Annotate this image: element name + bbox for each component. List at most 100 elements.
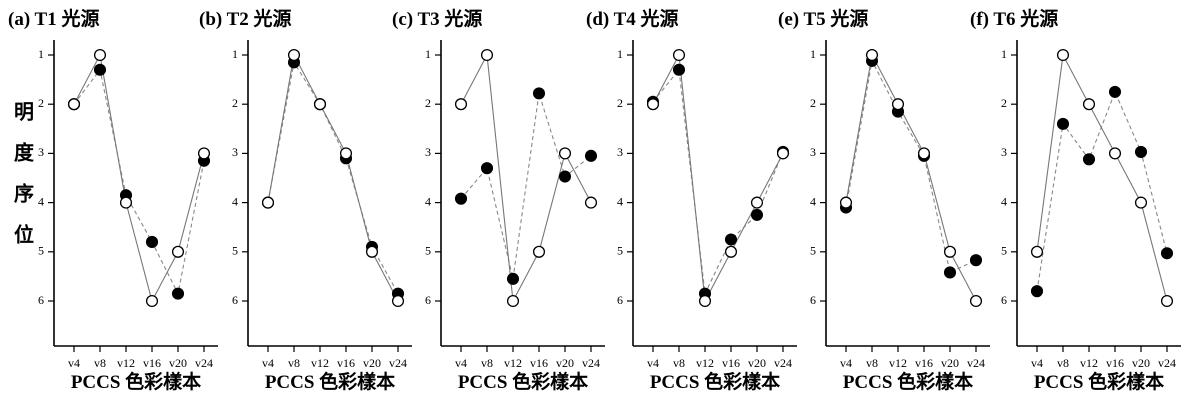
x-tick-label: v4 (262, 356, 274, 370)
y-tick-label: 3 (810, 145, 816, 159)
data-point-open (724, 245, 738, 258)
y-tick-label: 5 (617, 244, 623, 258)
y-tick-label: 3 (617, 145, 623, 159)
data-point-open (480, 48, 494, 62)
y-tick-label: 6 (617, 293, 623, 307)
x-tick-label: v16 (1106, 356, 1124, 370)
y-tick-label: 4 (38, 194, 44, 208)
x-tick-label: v16 (530, 356, 548, 370)
data-point-open (506, 294, 520, 308)
panel-title: (e) T5 光源 (778, 7, 868, 30)
data-point-open (943, 245, 957, 258)
y-tick-label: 4 (1001, 194, 1007, 208)
data-point-filled (672, 63, 686, 76)
data-point-filled (1056, 117, 1070, 130)
data-point-filled (943, 266, 957, 279)
y-axis-title-char: 明 (14, 101, 34, 124)
x-tick-label: v12 (1080, 356, 1098, 370)
data-point-open (197, 147, 211, 160)
x-tick-label: v24 (1158, 356, 1176, 370)
data-point-open (339, 147, 353, 160)
y-tick-label: 3 (38, 145, 44, 159)
x-tick-label: v8 (481, 356, 493, 370)
x-tick-label: v8 (94, 356, 106, 370)
x-axis-title: PCCS 色彩樣本 (265, 370, 395, 393)
data-point-open (171, 245, 185, 258)
data-point-open (698, 294, 712, 308)
y-tick-label: 1 (1001, 47, 1007, 61)
y-tick-label: 6 (232, 293, 238, 307)
series-line-solid (267, 53, 399, 302)
data-point-filled (584, 149, 598, 162)
data-point-filled (480, 162, 494, 175)
y-tick-label: 2 (1001, 96, 1007, 110)
x-axis-title: PCCS 色彩樣本 (1034, 370, 1164, 393)
data-point-open (1082, 98, 1096, 111)
data-point-open (891, 98, 905, 111)
data-point-filled (1134, 145, 1148, 158)
data-point-open (1108, 147, 1122, 160)
y-axis-title-char: 序 (14, 182, 34, 206)
y-axis-title-char: 位 (14, 223, 34, 247)
x-tick-label: v24 (774, 356, 792, 370)
data-point-open (67, 98, 81, 111)
data-point-open (584, 196, 598, 209)
y-tick-label: 3 (232, 145, 238, 159)
x-tick-label: v20 (363, 356, 381, 370)
series-line-dashed (1036, 90, 1168, 292)
series-line-solid (460, 53, 592, 303)
x-axis-title: PCCS 色彩樣本 (71, 370, 201, 393)
data-point-open (750, 196, 764, 209)
data-point-filled (558, 170, 572, 183)
x-tick-label: v12 (889, 356, 907, 370)
data-point-filled (1108, 85, 1122, 98)
x-tick-label: v8 (866, 356, 878, 370)
x-tick-label: v12 (311, 356, 329, 370)
data-point-open (313, 98, 327, 111)
panel-title: (f) T6 光源 (970, 7, 1058, 30)
y-tick-label: 6 (38, 293, 44, 307)
data-point-filled (145, 235, 159, 249)
data-point-open (1160, 294, 1174, 308)
data-point-filled (1082, 153, 1096, 166)
x-tick-label: v24 (967, 356, 985, 370)
data-point-filled (1160, 247, 1174, 260)
y-tick-label: 6 (810, 293, 816, 307)
data-point-open (365, 245, 379, 258)
data-point-filled (93, 63, 107, 76)
x-tick-label: v12 (504, 356, 522, 370)
y-tick-label: 2 (38, 96, 44, 110)
data-point-filled (532, 87, 546, 100)
data-point-open (391, 294, 405, 308)
y-axis-title-char: 度 (14, 141, 35, 165)
x-axis-title: PCCS 色彩樣本 (843, 370, 973, 393)
series-line-solid (845, 53, 977, 302)
series-line-dashed (267, 60, 399, 294)
data-point-open (1056, 48, 1070, 62)
x-tick-label: v20 (556, 356, 574, 370)
x-tick-label: v20 (941, 356, 959, 370)
y-tick-label: 1 (810, 47, 816, 61)
data-point-open (646, 98, 660, 111)
y-tick-label: 1 (425, 47, 431, 61)
y-tick-label: 5 (232, 244, 238, 258)
y-tick-label: 4 (232, 194, 238, 208)
series-line-solid (73, 53, 205, 303)
y-tick-label: 2 (232, 96, 238, 110)
y-tick-label: 5 (425, 244, 431, 258)
panel-title: (d) T4 光源 (586, 7, 679, 30)
y-tick-label: 1 (232, 47, 238, 61)
x-tick-label: v4 (840, 356, 852, 370)
x-tick-label: v16 (722, 356, 740, 370)
y-tick-label: 4 (425, 194, 431, 208)
y-tick-label: 5 (810, 244, 816, 258)
x-tick-label: v16 (337, 356, 355, 370)
series-line-dashed (652, 68, 784, 296)
